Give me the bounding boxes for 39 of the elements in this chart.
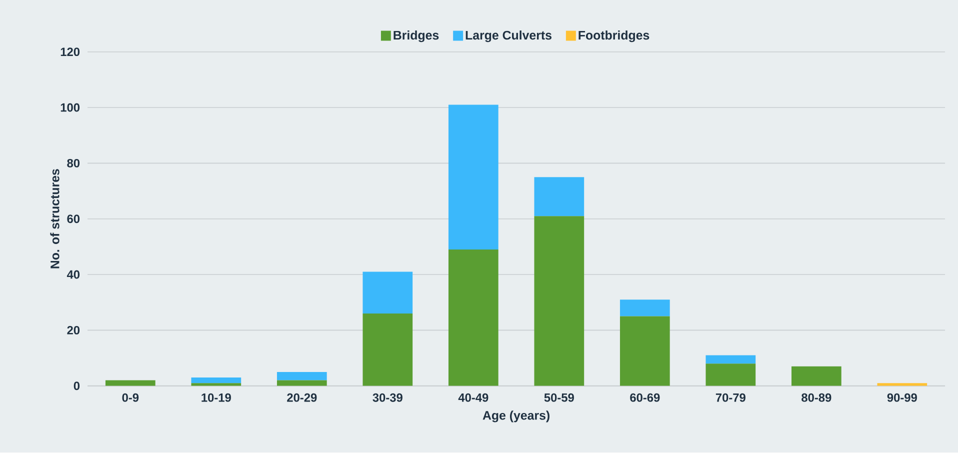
- bar: [448, 104, 498, 250]
- x-tick-label: 40-49: [458, 394, 488, 402]
- x-tick-label: 30-39: [372, 394, 402, 402]
- bar: [791, 366, 842, 386]
- bar: [191, 378, 242, 384]
- x-tick-label: 90-99: [887, 394, 917, 402]
- y-tick-label: 60: [67, 214, 80, 224]
- x-tick-label: 0-9: [122, 394, 139, 402]
- legend-label: Large Culverts: [466, 30, 552, 42]
- y-tick-label: 120: [60, 48, 80, 56]
- bar: [362, 314, 413, 386]
- bar: [706, 355, 756, 364]
- bar: [534, 177, 584, 216]
- x-tick-label: 80-89: [802, 394, 832, 402]
- y-axis-title: No. of structures: [50, 169, 60, 268]
- x-tick-label: 20-29: [287, 394, 317, 402]
- y-tick-label: 80: [67, 159, 80, 168]
- bar: [620, 300, 670, 316]
- legend-label: Footbridges: [578, 30, 650, 42]
- bar: [534, 216, 584, 386]
- bar: [620, 316, 670, 386]
- y-tick-label: 20: [67, 326, 80, 335]
- y-tick-label: 0: [74, 382, 80, 390]
- y-tick-label: 100: [60, 103, 80, 112]
- x-tick-label: 70-79: [716, 394, 746, 402]
- bar: [877, 383, 928, 386]
- legend-label: Bridges: [394, 30, 439, 42]
- bar: [706, 364, 756, 386]
- bar: [276, 372, 327, 380]
- y-tick-label: 40: [66, 270, 80, 279]
- bar: [105, 380, 156, 386]
- bar: [448, 250, 498, 386]
- bar: [362, 272, 413, 314]
- x-tick-label: 10-19: [202, 394, 231, 402]
- bar: [276, 380, 327, 386]
- bar: [191, 383, 242, 386]
- x-tick-label: 60-69: [630, 394, 660, 402]
- x-axis-title: Age (years): [482, 410, 550, 422]
- x-tick-label: 50-59: [544, 394, 574, 402]
